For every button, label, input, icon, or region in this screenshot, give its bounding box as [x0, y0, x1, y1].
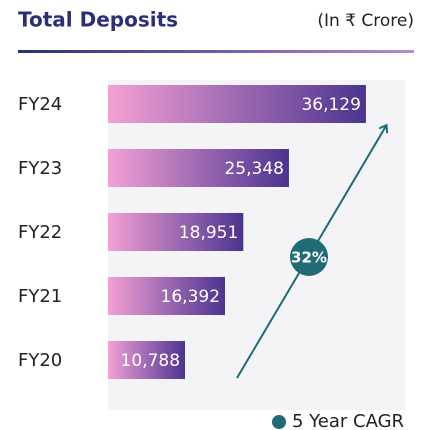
value-label: 18,951: [179, 223, 238, 243]
y-tick-label: FY24: [18, 94, 62, 115]
bar: [108, 213, 244, 251]
legend-marker: [272, 415, 286, 429]
legend-label: 5 Year CAGR: [292, 411, 404, 430]
bar: [108, 149, 289, 187]
y-tick-label: FY21: [18, 286, 62, 307]
cagr-label: 32%: [291, 249, 327, 267]
chart-title: Total Deposits: [18, 8, 178, 32]
y-tick-label: FY20: [18, 350, 62, 371]
value-label: 10,788: [121, 351, 180, 371]
bar: [108, 277, 226, 315]
chart-subtitle: (In ₹ Crore): [317, 11, 414, 31]
bar: [108, 85, 366, 123]
bar: [108, 341, 186, 379]
cagr-badge: [290, 238, 328, 276]
value-label: 36,129: [301, 95, 360, 115]
y-tick-label: FY23: [18, 158, 62, 179]
y-tick-label: FY22: [18, 222, 62, 243]
value-label: 25,348: [224, 159, 283, 179]
title-rule: [18, 50, 414, 53]
value-label: 16,392: [161, 287, 220, 307]
